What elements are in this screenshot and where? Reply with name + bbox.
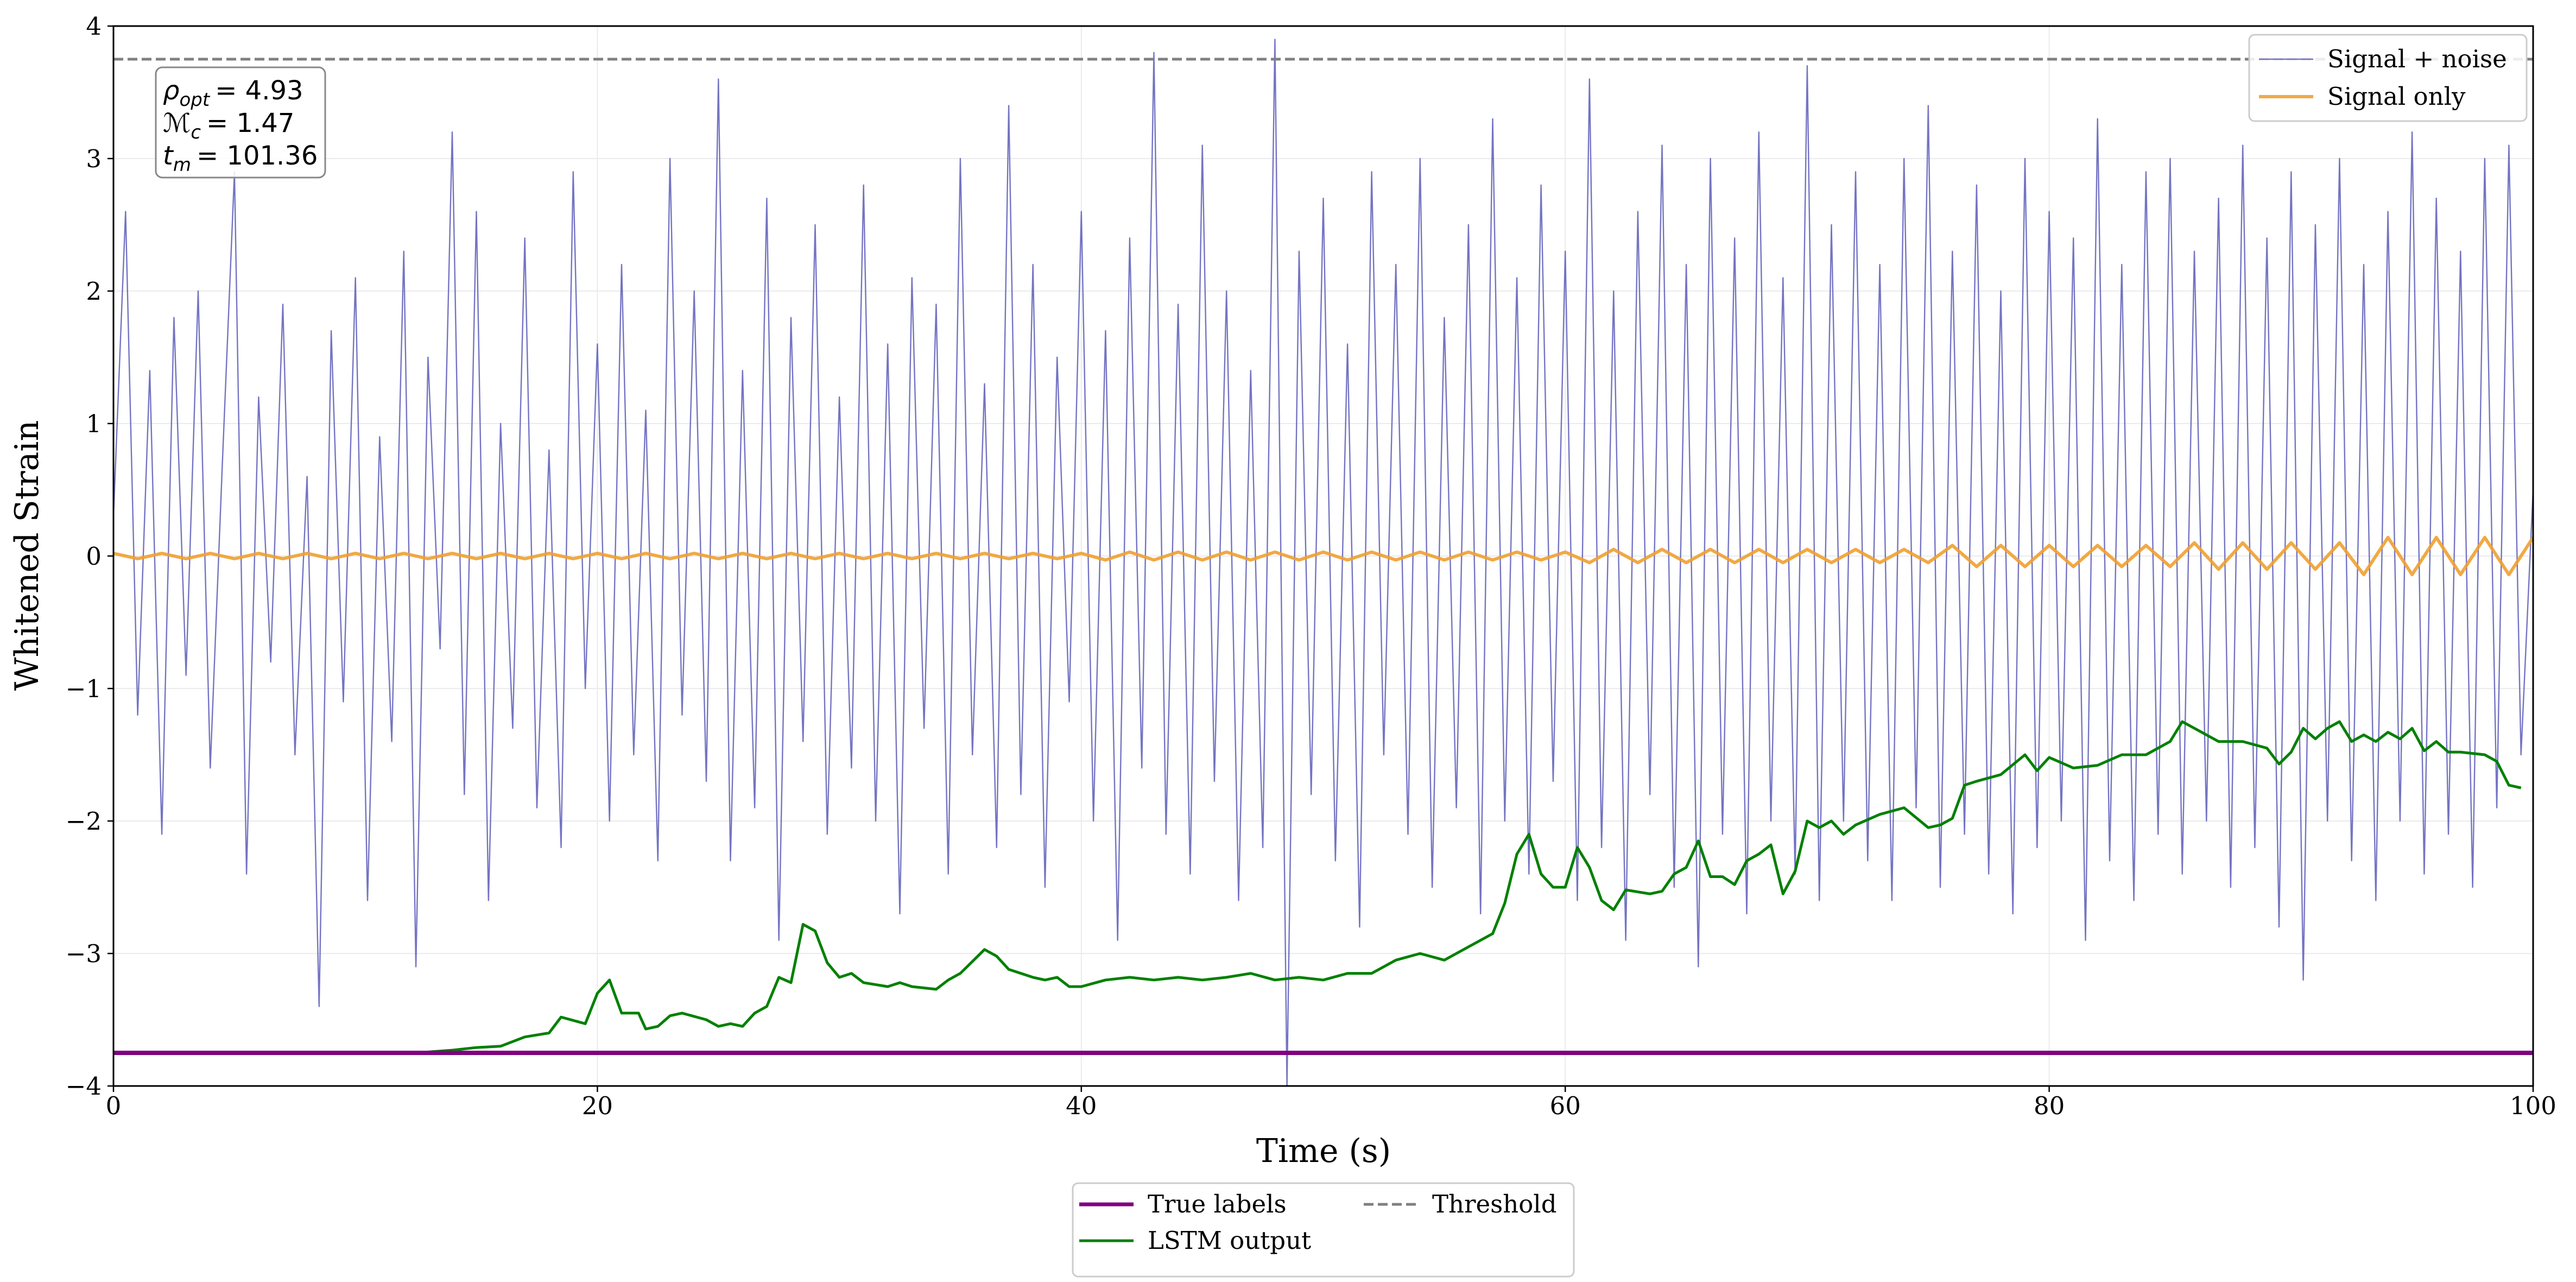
axes: 0 20 40 60 80 100 −4 −3 −2 −1 0 1 2 3 4 xyxy=(66,12,2556,1120)
annotation-symbol: ρ xyxy=(163,75,179,106)
y-tick-label: 4 xyxy=(86,12,102,41)
y-tick-label: 0 xyxy=(86,542,102,571)
x-tick-label: 80 xyxy=(2034,1091,2065,1120)
y-tick-label: 2 xyxy=(86,277,102,306)
annotation-symbol: ℳ xyxy=(163,108,191,138)
annotation-line: ℳc = 1.47 xyxy=(163,108,294,143)
legend-box xyxy=(2248,34,2528,122)
y-tick-label: −3 xyxy=(66,939,102,968)
annotation-subscript: c xyxy=(191,122,201,143)
annotation-line: ρopt = 4.93 xyxy=(163,75,303,111)
legend-label: Signal only xyxy=(2327,82,2466,111)
annotation-value: = 101.36 xyxy=(197,141,318,171)
annotation-value: = 4.93 xyxy=(215,75,303,106)
annotation-subscript: m xyxy=(173,154,191,176)
y-tick-label: 3 xyxy=(86,144,102,173)
x-tick-label: 20 xyxy=(582,1091,613,1120)
x-tick-label: 100 xyxy=(2510,1091,2556,1120)
x-tick-label: 0 xyxy=(106,1091,122,1120)
legend-label: Threshold xyxy=(1432,1190,1557,1218)
series-line xyxy=(113,535,2533,577)
annotation-box xyxy=(155,66,326,179)
x-tick-label: 40 xyxy=(1066,1091,1097,1120)
y-tick-label: −4 xyxy=(66,1072,102,1101)
y-tick-label: −2 xyxy=(66,807,102,836)
series-line xyxy=(113,39,2533,1086)
annotation-subscript: opt xyxy=(179,89,210,111)
legend-label: LSTM output xyxy=(1148,1226,1311,1255)
y-tick-label: −1 xyxy=(66,674,102,703)
series-line xyxy=(113,720,2522,1054)
x-tick-label: 60 xyxy=(1550,1091,1581,1120)
annotation-line: tm = 101.36 xyxy=(163,141,318,176)
annotation-symbol: t xyxy=(163,141,174,171)
legend-label: Signal + noise xyxy=(2327,45,2507,73)
annotation-value: = 1.47 xyxy=(206,108,294,138)
plot-area xyxy=(113,39,2533,1086)
y-axis-label: Whitened Strain xyxy=(8,420,46,691)
x-axis-label: Time (s) xyxy=(1256,1132,1391,1170)
legend-label: True labels xyxy=(1148,1190,1287,1218)
legend-box xyxy=(1072,1182,1575,1278)
y-tick-label: 1 xyxy=(86,409,102,438)
